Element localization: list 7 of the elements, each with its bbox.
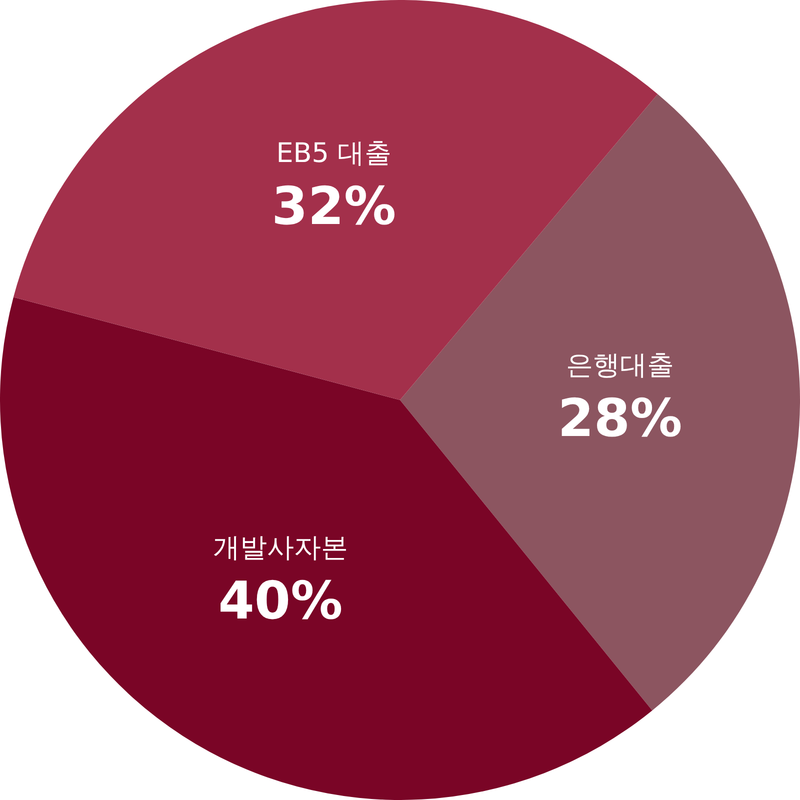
slice-label: 개발사자본 (212, 532, 348, 564)
data-label: 28% (558, 388, 682, 449)
data-label: 32% (272, 177, 396, 238)
slice-label: EB5 대출 (276, 138, 392, 170)
pie-slice (400, 94, 800, 710)
data-label: 40% (218, 572, 343, 632)
slice-label: 은행대출 (566, 350, 674, 381)
